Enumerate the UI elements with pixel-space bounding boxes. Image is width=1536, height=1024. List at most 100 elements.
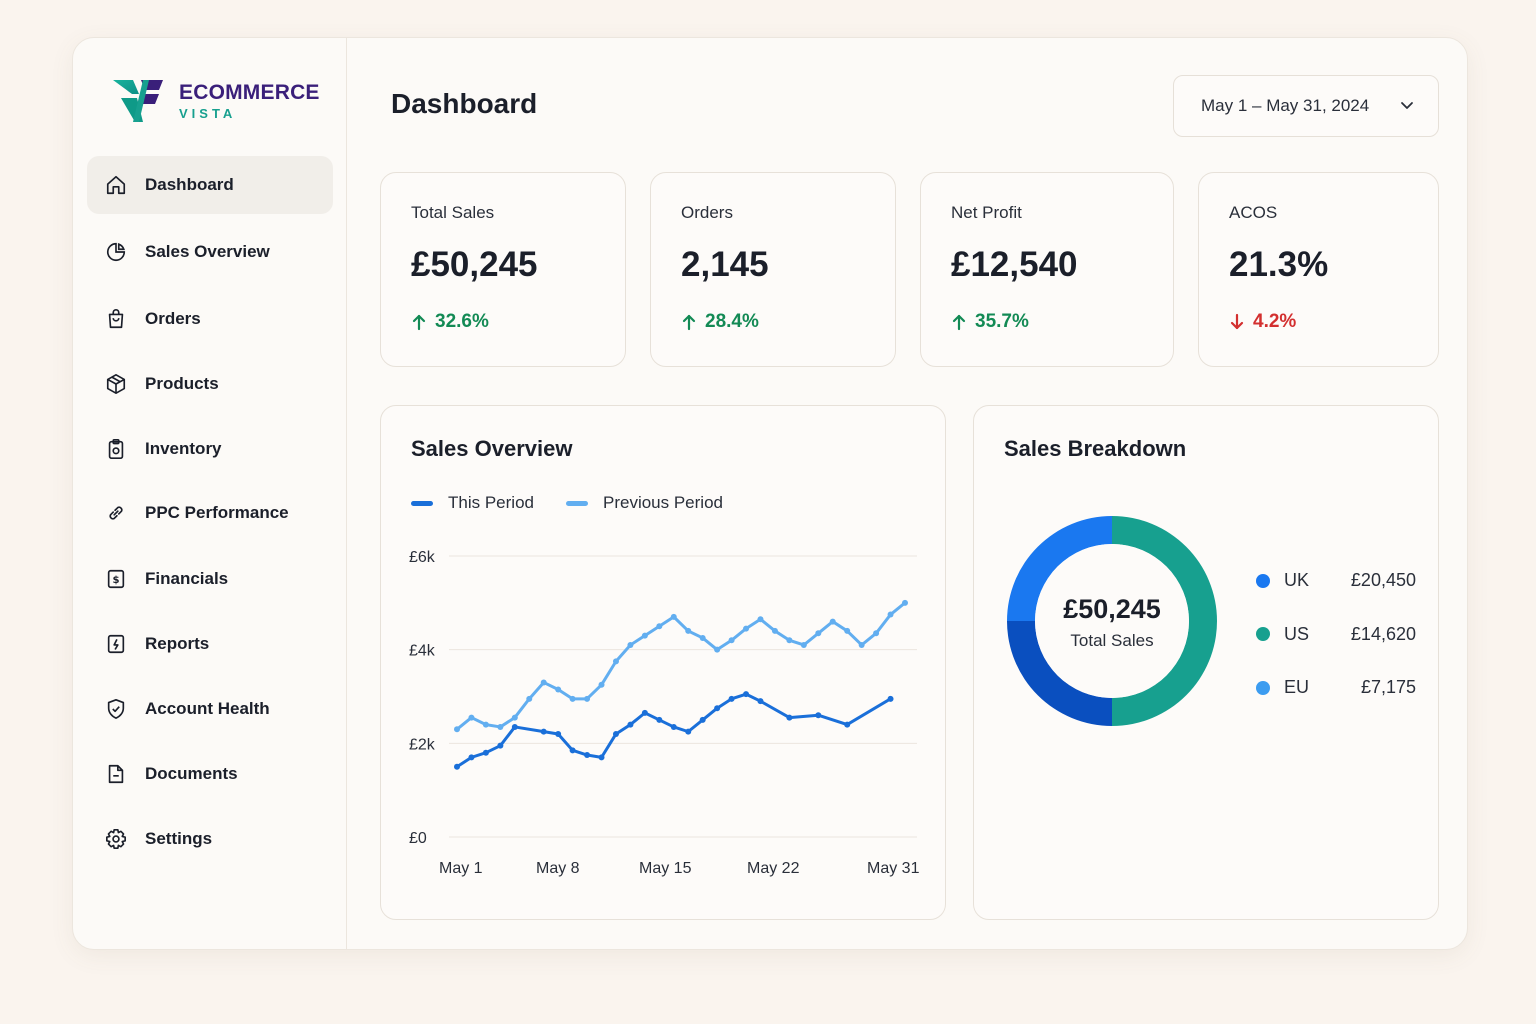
logo-mark-icon: [113, 80, 163, 122]
legend-dot: [1256, 680, 1270, 695]
document-icon: [108, 764, 124, 784]
data-point: [728, 695, 735, 702]
donut-center-value: £50,245: [1063, 594, 1161, 624]
sidebar-item-label: Orders: [145, 309, 201, 328]
data-point: [786, 637, 793, 644]
data-point: [670, 613, 677, 620]
sidebar-item-financials[interactable]: $ Financials: [87, 550, 333, 608]
sidebar-item-orders[interactable]: Orders: [87, 290, 333, 348]
data-point: [844, 627, 851, 634]
kpi-value: 21.3%: [1229, 245, 1329, 284]
kpi-card-orders[interactable]: Orders 2,145 28.4%: [650, 172, 896, 367]
data-point: [800, 641, 807, 648]
sidebar-item-label: Documents: [145, 764, 238, 783]
legend-dot: [1256, 627, 1270, 642]
data-point: [598, 754, 605, 761]
kpi-card-net-profit[interactable]: Net Profit £12,540 35.7%: [920, 172, 1174, 367]
kpi-value: 2,145: [681, 245, 769, 284]
sales-overview-panel: Sales Overview This Period Previous Peri…: [380, 405, 946, 920]
legend-row-us[interactable]: US £14,620: [1256, 608, 1416, 662]
x-tick-label: May 1: [439, 860, 483, 877]
sidebar-item-dashboard[interactable]: Dashboard: [87, 156, 333, 214]
sidebar-item-inventory[interactable]: Inventory: [87, 420, 333, 478]
data-point: [771, 627, 778, 634]
data-point: [757, 698, 764, 705]
kpi-card-total-sales[interactable]: Total Sales £50,245 32.6%: [380, 172, 626, 367]
arrow-up-icon: [682, 314, 696, 331]
svg-text:$: $: [112, 575, 119, 586]
data-point: [555, 686, 562, 693]
y-tick-label: £0: [409, 830, 427, 847]
kpi-change: 28.4%: [681, 311, 759, 333]
sidebar-item-label: Reports: [145, 634, 210, 653]
data-point: [902, 599, 908, 606]
chevron-down-icon: [1401, 102, 1413, 109]
sidebar-item-reports[interactable]: Reports: [87, 615, 333, 673]
arrow-up-icon: [412, 314, 426, 331]
legend-row-uk[interactable]: UK £20,450: [1256, 554, 1416, 608]
data-point: [627, 641, 634, 648]
data-point: [699, 716, 706, 723]
kpi-change: 4.2%: [1229, 311, 1296, 333]
legend-row-eu[interactable]: EU £7,175: [1256, 661, 1416, 715]
date-range-value: May 1 – May 31, 2024: [1201, 96, 1370, 115]
legend-previous-period[interactable]: Previous Period: [565, 493, 723, 513]
pie-chart-icon: [106, 242, 126, 262]
data-point: [670, 723, 677, 730]
kpi-change-value: 28.4%: [705, 311, 759, 332]
legend-this-period[interactable]: This Period: [411, 493, 534, 513]
legend-value: £7,175: [1360, 677, 1416, 698]
kpi-change: 35.7%: [951, 311, 1029, 333]
legend-value: £14,620: [1350, 623, 1416, 644]
sidebar-item-sales-overview[interactable]: Sales Overview: [87, 223, 333, 281]
legend-region: EU: [1284, 677, 1310, 698]
data-point: [656, 716, 663, 723]
donut-slice-eu: [1007, 621, 1112, 726]
sidebar-nav: Dashboard Sales Overview Orders Products…: [87, 156, 333, 868]
data-point: [887, 611, 894, 618]
sidebar-item-label: PPC Performance: [145, 503, 289, 522]
legend-label: This Period: [448, 493, 534, 512]
sidebar-item-ppc-performance[interactable]: PPC Performance: [87, 484, 333, 542]
data-point: [584, 752, 591, 759]
donut-center-label: Total Sales: [1070, 631, 1154, 650]
data-point: [699, 634, 706, 641]
sidebar-item-products[interactable]: Products: [87, 355, 333, 413]
date-range-picker[interactable]: May 1 – May 31, 2024: [1173, 75, 1439, 137]
data-point: [858, 641, 865, 648]
data-point: [497, 742, 504, 749]
kpi-label: ACOS: [1229, 203, 1278, 222]
kpi-change-value: 4.2%: [1253, 311, 1297, 332]
data-point: [540, 679, 547, 686]
data-point: [714, 646, 721, 653]
data-point: [887, 695, 894, 702]
panel-title: Sales Breakdown: [1004, 436, 1187, 461]
sidebar-item-documents[interactable]: Documents: [87, 745, 333, 803]
data-point: [482, 721, 489, 728]
line-chart: £0 £2k £4k £6k May 1 May 8 May 15 May 22 May 31: [409, 549, 920, 877]
kpi-value: £50,245: [411, 245, 538, 284]
sales-breakdown-panel: Sales Breakdown £50,245 Total Sales UK £…: [973, 405, 1439, 920]
legend-value: £20,450: [1350, 570, 1416, 591]
kpi-change-value: 35.7%: [975, 311, 1029, 332]
gear-icon: [106, 829, 126, 849]
data-point: [598, 681, 605, 688]
data-point: [454, 763, 460, 770]
kpi-change-value: 32.6%: [435, 311, 489, 332]
sidebar-item-account-health[interactable]: Account Health: [87, 680, 333, 738]
data-point: [757, 616, 764, 623]
x-tick-label: May 31: [867, 860, 920, 877]
data-point: [815, 630, 822, 637]
data-point: [569, 695, 576, 702]
home-icon: [106, 175, 126, 195]
data-point: [714, 705, 721, 712]
kpi-card-acos[interactable]: ACOS 21.3% 4.2%: [1198, 172, 1439, 367]
kpi-change: 32.6%: [411, 311, 489, 333]
sidebar-item-label: Sales Overview: [145, 242, 270, 261]
data-point: [641, 632, 648, 639]
brand-logo[interactable]: ECOMMERCE VISTA: [113, 78, 320, 124]
sidebar-item-settings[interactable]: Settings: [87, 810, 333, 868]
kpi-label: Net Profit: [951, 203, 1022, 222]
x-tick-label: May 8: [536, 860, 580, 877]
legend-swatch: [565, 500, 588, 506]
